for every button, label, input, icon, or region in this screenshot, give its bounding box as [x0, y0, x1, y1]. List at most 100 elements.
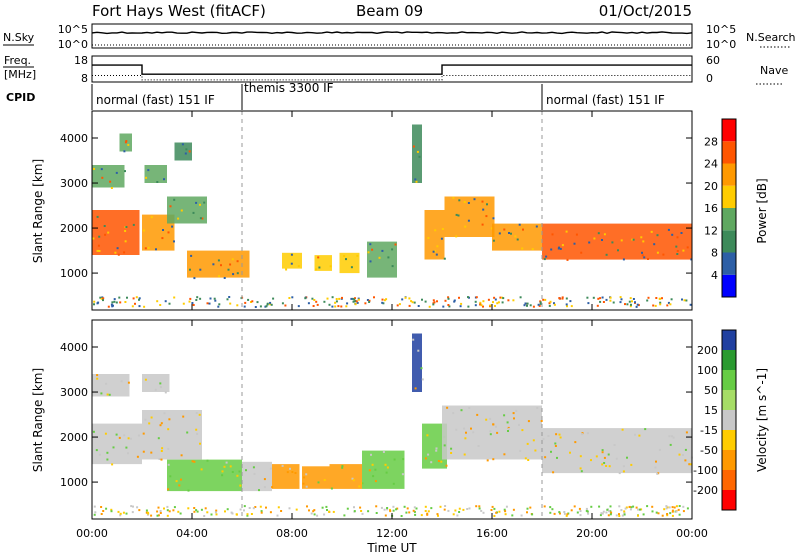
near-range-speckle: [639, 508, 641, 511]
beam-title: Beam 09: [356, 2, 423, 20]
near-range-speckle: [651, 505, 654, 508]
scatter-speckle: [632, 238, 635, 241]
near-range-speckle: [380, 506, 383, 509]
scatter-speckle: [193, 460, 196, 463]
scatter-speckle: [393, 458, 396, 461]
scatter-speckle: [98, 235, 101, 238]
scatter-speckle: [391, 248, 394, 251]
scatter-speckle: [510, 232, 512, 235]
scatter-speckle: [551, 233, 554, 236]
near-range-speckle: [269, 303, 272, 306]
near-range-speckle: [375, 505, 378, 508]
scatter-speckle: [329, 265, 332, 268]
near-range-speckle: [308, 509, 310, 512]
scatter-speckle: [452, 196, 455, 199]
velocity-y-ticks: 1000 2000 3000 4000: [60, 341, 692, 489]
near-range-speckle: [354, 300, 357, 302]
near-range-speckle: [417, 305, 420, 307]
scatter-speckle: [435, 253, 438, 256]
near-range-speckle: [99, 296, 102, 299]
near-range-speckle: [529, 506, 532, 509]
near-range-speckle: [156, 300, 159, 303]
near-range-speckle: [304, 297, 307, 300]
near-range-speckle: [93, 505, 96, 508]
scatter-speckle: [669, 443, 672, 446]
near-range-speckle: [117, 510, 120, 513]
scatter-speckle: [463, 201, 466, 203]
scatter-speckle: [495, 425, 497, 428]
scatter-speckle: [671, 233, 674, 236]
near-range-speckle: [566, 513, 569, 516]
scatter-speckle: [622, 465, 625, 468]
scatter-speckle: [437, 460, 440, 462]
scatter-speckle: [285, 268, 288, 271]
near-range-speckle: [147, 511, 149, 514]
scatter-speckle: [116, 247, 119, 250]
scatter-speckle: [601, 239, 603, 241]
near-range-speckle: [246, 514, 249, 517]
near-range-speckle: [313, 299, 316, 301]
near-range-speckle: [683, 299, 686, 302]
near-range-speckle: [497, 301, 500, 304]
near-range-speckle: [235, 513, 238, 516]
scatter-speckle: [217, 259, 220, 262]
near-range-speckle: [138, 305, 141, 308]
nsky-series-line: [91, 31, 693, 35]
near-range-speckle: [494, 305, 496, 307]
scatter-speckle: [507, 430, 509, 432]
near-range-speckle: [384, 514, 387, 517]
near-range-speckle: [494, 298, 497, 301]
near-range-speckle: [520, 514, 523, 517]
near-range-speckle: [524, 302, 527, 305]
near-range-speckle: [548, 304, 551, 307]
scatter-speckle: [145, 176, 148, 179]
scatter-speckle: [132, 223, 135, 226]
near-range-speckle: [125, 512, 128, 515]
scatter-speckle: [561, 244, 564, 247]
near-range-speckle: [566, 305, 568, 308]
scatter-speckle: [620, 239, 623, 242]
scatter-speckle: [680, 232, 683, 234]
scatter-speckle: [414, 387, 417, 390]
scatter-speckle: [371, 463, 374, 466]
scatter-speckle: [305, 485, 308, 488]
near-range-speckle: [651, 510, 654, 513]
near-range-speckle: [203, 515, 206, 517]
near-range-speckle: [615, 514, 618, 517]
near-range-speckle: [326, 509, 328, 511]
scatter-speckle: [201, 217, 204, 220]
near-range-speckle: [93, 303, 95, 306]
near-range-speckle: [357, 298, 360, 301]
near-range-speckle: [248, 507, 251, 509]
scatter-speckle: [402, 458, 405, 461]
near-range-speckle: [632, 298, 635, 300]
near-range-speckle: [191, 302, 194, 304]
near-range-speckle: [424, 300, 427, 303]
near-range-speckle: [346, 302, 349, 305]
near-range-speckle: [408, 511, 411, 514]
scatter-speckle: [503, 414, 506, 417]
near-range-speckle: [264, 305, 267, 308]
near-range-speckle: [118, 296, 121, 299]
near-range-speckle: [131, 511, 134, 514]
near-range-speckle: [195, 299, 198, 301]
scatter-region-5: [167, 196, 207, 224]
scatter-speckle: [269, 467, 272, 470]
nsky-label: N.Sky: [3, 31, 35, 44]
velocity-colorbar-cell: [722, 370, 736, 390]
near-range-speckle: [631, 300, 633, 303]
scatter-speckle: [450, 452, 453, 454]
scatter-region-1: [92, 165, 125, 188]
power-colorbar-cell: [722, 274, 736, 297]
near-range-speckle: [620, 509, 623, 512]
near-range-speckle: [260, 511, 263, 514]
scatter-speckle: [175, 480, 178, 483]
scatter-speckle: [550, 450, 552, 453]
near-range-speckle: [236, 304, 239, 307]
scatter-speckle: [150, 416, 153, 419]
near-range-speckle: [215, 513, 218, 516]
near-range-speckle: [259, 305, 262, 308]
scatter-speckle: [185, 148, 188, 151]
scatter-speckle: [516, 238, 519, 241]
y-tick-label: 3000: [60, 386, 88, 399]
